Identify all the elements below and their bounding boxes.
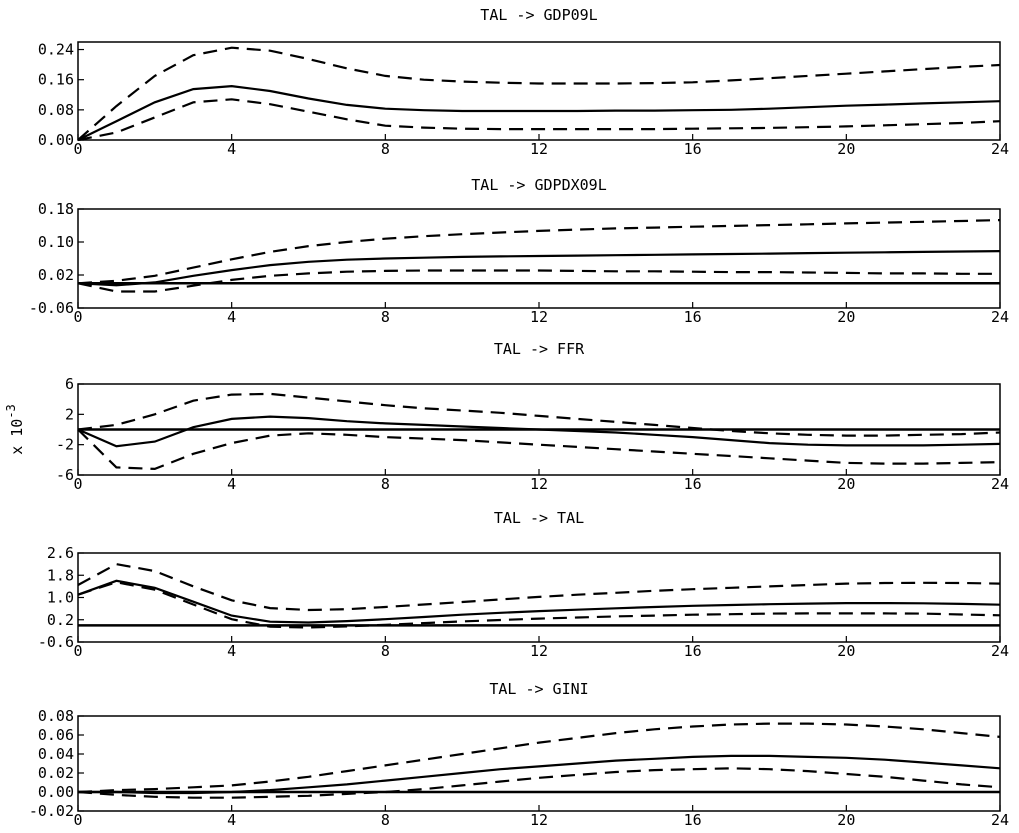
x-tick-label: 4: [227, 140, 236, 158]
y-tick-label: -0.06: [29, 299, 74, 317]
x-tick-label: 20: [837, 308, 855, 326]
x-tick-label: 20: [837, 811, 855, 829]
panel-title: TAL -> GINI: [489, 680, 588, 698]
y-tick-label: -6: [56, 466, 74, 484]
y-tick-label: -2: [56, 436, 74, 454]
x-tick-label: 8: [381, 308, 390, 326]
y-tick-label: 0.24: [38, 41, 74, 59]
y-tick-label: 0.02: [38, 266, 74, 284]
y-tick-label: -0.6: [38, 633, 74, 651]
x-tick-label: 24: [991, 475, 1009, 493]
impulse-response-line: [77, 415, 1001, 448]
x-tick-label: 16: [684, 642, 702, 660]
upper-band-line: [77, 46, 1001, 141]
x-tick-label: 12: [530, 475, 548, 493]
impulse-response-line: [78, 754, 1001, 795]
y-tick-label: -0.02: [29, 802, 74, 820]
x-tick-label: 24: [991, 308, 1009, 326]
x-tick-label: 12: [530, 811, 548, 829]
y-tick-label: 0.02: [38, 764, 74, 782]
y-scale-note: x 10-3: [4, 404, 26, 455]
y-tick-label: 2.6: [47, 544, 74, 562]
x-tick-label: 4: [227, 642, 236, 660]
y-tick-label: 2: [65, 405, 74, 423]
x-tick-label: 0: [73, 642, 82, 660]
panel-title: TAL -> TAL: [494, 509, 584, 527]
x-tick-label: 8: [381, 475, 390, 493]
y-tick-label: 0.08: [38, 101, 74, 119]
x-tick-label: 12: [530, 642, 548, 660]
impulse-response-line: [77, 84, 1001, 141]
panel-title: TAL -> GDP09L: [480, 6, 597, 24]
y-tick-label: 0.00: [38, 131, 74, 149]
y-tick-label: 0.04: [38, 745, 74, 763]
upper-band-line: [77, 392, 1001, 437]
upper-band-line: [77, 219, 1001, 285]
lower-band-line: [77, 581, 1001, 629]
lower-band-line: [77, 428, 1001, 471]
y-tick-label: 0.2: [47, 611, 74, 629]
upper-band-line: [77, 722, 1001, 794]
y-tick-label: 0.00: [38, 783, 74, 801]
y-tick-label: 0.16: [38, 71, 74, 89]
x-tick-label: 16: [684, 308, 702, 326]
x-tick-label: 0: [73, 140, 82, 158]
lower-band-line: [77, 98, 1001, 142]
x-tick-label: 0: [73, 811, 82, 829]
x-tick-label: 20: [837, 475, 855, 493]
impulse-response-line: [77, 250, 1001, 287]
lower-band-line: [77, 269, 1000, 293]
y-tick-label: 1.0: [47, 589, 74, 607]
y-tick-label: 1.8: [47, 566, 74, 584]
panel-title: TAL -> FFR: [494, 340, 585, 358]
x-tick-label: 8: [381, 811, 390, 829]
x-tick-label: 8: [381, 140, 390, 158]
y-tick-label: 0.18: [38, 200, 74, 218]
x-tick-label: 16: [684, 811, 702, 829]
x-tick-label: 12: [530, 308, 548, 326]
panel-title: TAL -> GDPDX09L: [471, 176, 606, 194]
x-tick-label: 4: [227, 475, 236, 493]
x-tick-label: 12: [530, 140, 548, 158]
x-tick-label: 4: [227, 811, 236, 829]
x-tick-label: 20: [837, 140, 855, 158]
y-tick-label: 0.08: [38, 707, 74, 725]
y-tick-label: 0.06: [38, 726, 74, 744]
y-tick-label: 6: [65, 375, 74, 393]
x-tick-label: 8: [381, 642, 390, 660]
x-tick-label: 24: [991, 140, 1009, 158]
x-tick-label: 20: [837, 642, 855, 660]
x-tick-label: 0: [73, 475, 82, 493]
x-tick-label: 16: [684, 140, 702, 158]
y-tick-label: 0.10: [38, 233, 74, 251]
x-tick-label: 4: [227, 308, 236, 326]
upper-band-line: [77, 562, 1001, 612]
impulse-response-line: [77, 579, 1001, 624]
x-tick-label: 24: [991, 811, 1009, 829]
x-tick-label: 16: [684, 475, 702, 493]
plot-frame: [77, 208, 1001, 309]
x-tick-label: 24: [991, 642, 1009, 660]
x-tick-label: 0: [73, 308, 82, 326]
